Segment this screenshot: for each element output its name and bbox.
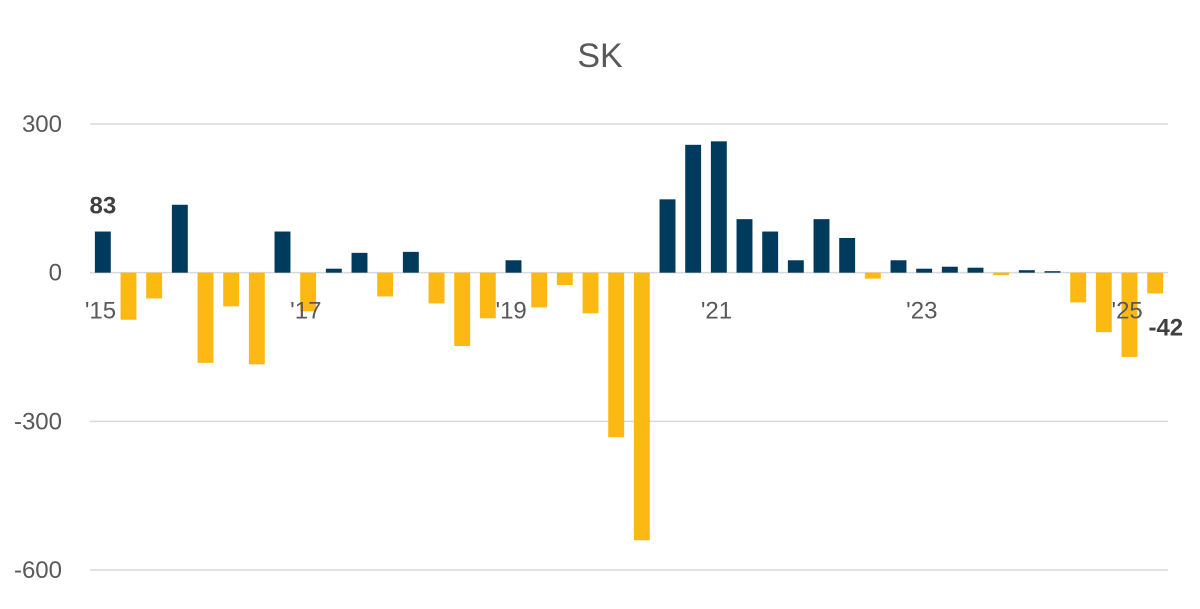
bar xyxy=(608,272,625,438)
x-tick-label: '21 xyxy=(701,298,732,325)
bar xyxy=(1121,272,1138,357)
bar xyxy=(248,272,265,365)
bar xyxy=(736,219,753,273)
bar xyxy=(300,272,317,312)
data-label: 83 xyxy=(89,193,116,220)
bar xyxy=(428,272,445,304)
bar xyxy=(556,272,573,286)
x-tick-label: '23 xyxy=(906,298,937,325)
bar xyxy=(402,251,419,273)
bar xyxy=(787,260,804,273)
x-tick-label: '17 xyxy=(290,298,321,325)
bar xyxy=(94,231,111,273)
bar xyxy=(1070,272,1087,303)
bar xyxy=(916,268,933,273)
bar xyxy=(351,252,368,273)
bar xyxy=(993,272,1010,276)
y-axis-ticks: 300 0 -300 -600 xyxy=(14,111,62,584)
x-tick-label: '25 xyxy=(1112,298,1143,325)
data-label: -42 xyxy=(1148,315,1183,342)
bar xyxy=(1044,271,1061,273)
x-tick-label: '19 xyxy=(496,298,527,325)
x-tick-label: '15 xyxy=(85,298,116,325)
bar xyxy=(377,272,394,297)
bar xyxy=(890,260,907,273)
bar xyxy=(223,272,240,307)
bar xyxy=(710,141,727,273)
bar xyxy=(813,219,830,273)
bar xyxy=(633,272,650,541)
bar xyxy=(146,272,163,299)
y-tick-label: 0 xyxy=(49,260,62,287)
bar xyxy=(839,237,856,273)
bar xyxy=(1018,270,1035,273)
bar xyxy=(685,144,702,273)
bar xyxy=(659,199,676,273)
bar xyxy=(505,260,522,273)
bar xyxy=(531,272,548,308)
bar xyxy=(967,267,984,273)
bar xyxy=(454,272,471,347)
chart-title: SK xyxy=(577,37,623,75)
bar xyxy=(1095,272,1112,333)
bar xyxy=(120,272,137,320)
bar xyxy=(197,272,214,363)
y-tick-label: -300 xyxy=(14,408,62,435)
data-labels: 83 -42 xyxy=(89,193,1183,342)
bar xyxy=(325,268,342,273)
bar xyxy=(171,204,188,273)
bars xyxy=(94,141,1164,541)
x-axis-ticks: '15 '17 '19 '21 '23 '25 xyxy=(85,298,1143,325)
bar xyxy=(274,231,291,273)
bar xyxy=(762,231,779,273)
y-tick-label: -600 xyxy=(14,557,62,584)
gridlines xyxy=(90,123,1168,571)
bar xyxy=(864,272,881,279)
bar xyxy=(1147,272,1164,294)
y-tick-label: 300 xyxy=(22,111,62,138)
bar xyxy=(582,272,599,314)
bar xyxy=(479,272,496,319)
bar xyxy=(941,266,958,273)
